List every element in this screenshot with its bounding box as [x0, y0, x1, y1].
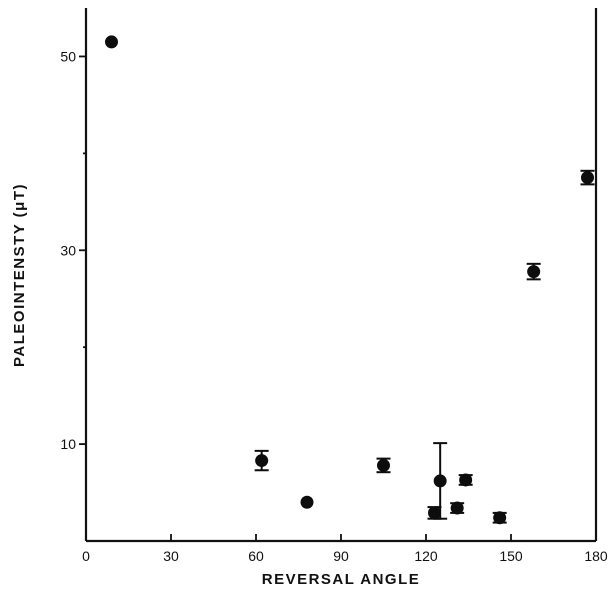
data-point	[527, 265, 541, 279]
x-axis-title: REVERSAL ANGLE	[262, 571, 421, 588]
y-tick-label: 10	[60, 436, 76, 452]
plot-frame	[84, 8, 598, 543]
y-axis-title: PALEOINTENSTY (μT)	[11, 183, 28, 367]
error-bars	[254, 169, 595, 524]
x-tick-label: 60	[248, 548, 264, 564]
x-tick-label: 120	[414, 548, 438, 564]
x-tick-label: 90	[333, 548, 349, 564]
data-point	[581, 171, 594, 185]
x-ticks: 0 30 60 90 120 150 180	[82, 534, 608, 564]
y-ticks: 10 30 50	[60, 48, 86, 452]
x-tick-label: 150	[499, 548, 523, 564]
data-point	[300, 495, 314, 509]
data-point	[428, 506, 441, 520]
data-point	[377, 458, 390, 472]
data-point	[459, 473, 473, 487]
data-points	[105, 35, 594, 525]
x-tick-label: 180	[584, 548, 608, 564]
data-point	[433, 474, 447, 488]
x-tick-label: 0	[82, 548, 90, 564]
data-point	[105, 35, 118, 49]
y-tick-label: 50	[60, 48, 76, 64]
data-point	[493, 511, 507, 525]
x-tick-label: 30	[163, 548, 179, 564]
data-point	[450, 501, 464, 515]
data-point	[255, 454, 269, 468]
y-tick-label: 30	[60, 242, 76, 258]
